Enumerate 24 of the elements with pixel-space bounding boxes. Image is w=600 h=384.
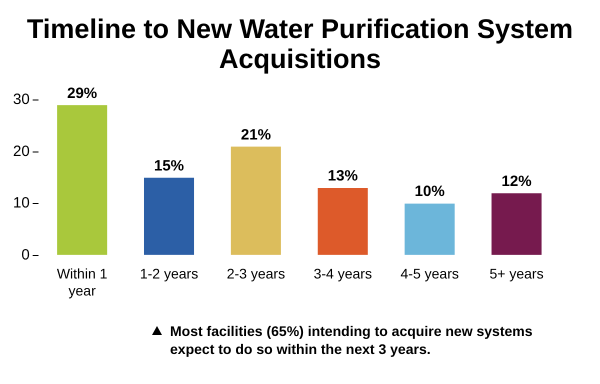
x-tick-label: 1-2 years [140,266,198,282]
data-label: 12% [502,172,532,190]
x-tick-label: 2-3 years [226,266,286,282]
x-tick-label: 3-4 years [314,266,372,282]
text: Most facilities (65%) intending to acquire new systems expect to do so within the next 3 years. [170,322,534,358]
y-tick-label: 10 [12,194,30,212]
y-tick-label: 0 [21,246,30,264]
chart-title: Timeline to New Water Purification System Acquisitions [26,14,574,74]
bar [230,146,281,255]
bar [318,188,368,255]
data-label: 13% [328,168,358,185]
data-label: 29% [67,84,98,102]
data-label: 10% [414,183,445,200]
y-tick-label: 30 [12,91,30,108]
bar [57,105,108,255]
bar [144,178,194,255]
bar [492,193,542,255]
x-tick-label: Within 1 year [56,266,108,298]
x-tick-label: 5+ years [490,266,544,282]
bar [404,204,455,255]
x-tick-label: 4-5 years [400,266,459,282]
y-tick-label: 20 [12,142,30,160]
data-label: 15% [154,157,184,174]
data-label: 21% [240,126,271,144]
